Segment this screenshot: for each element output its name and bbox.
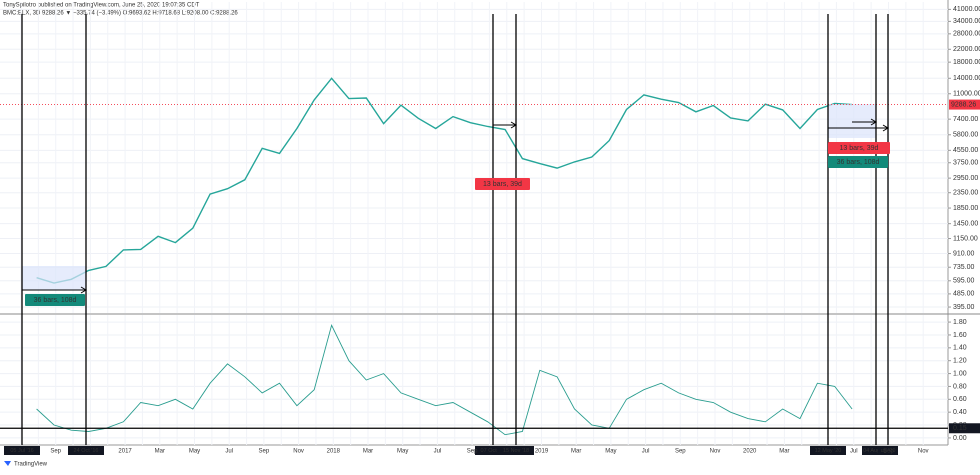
threshold-label: 0.15 <box>953 425 967 432</box>
marker-label-box <box>862 446 890 455</box>
y-tick-label: 0.80 <box>953 383 967 390</box>
x-tick-label: Jul <box>642 449 650 455</box>
y-tick-label: 2350.00 <box>953 190 978 197</box>
annotation-text: 36 bars, 108d <box>34 297 77 304</box>
brand: TradingView <box>14 462 48 468</box>
y-tick-label: 1.80 <box>953 319 967 326</box>
y-tick-label: 41000.00 <box>953 6 980 13</box>
y-tick-label: 28000.00 <box>953 31 980 38</box>
y-tick-label: 0.00 <box>953 435 967 442</box>
x-tick-label: 2019 <box>535 449 549 455</box>
threshold-box <box>949 423 980 434</box>
x-tick-label: Sep <box>467 449 478 455</box>
last-price-label: 9288.26 <box>951 101 976 108</box>
range-shade <box>828 104 876 138</box>
y-tick-label: 22000.00 <box>953 46 980 53</box>
x-tick-label: Mar <box>779 449 789 455</box>
x-tick-label: Nov <box>710 449 721 455</box>
y-tick-label: 1.20 <box>953 358 967 365</box>
marker-label-box <box>4 446 40 455</box>
x-tick-label: Mar <box>155 449 165 455</box>
annotation-box <box>25 294 85 306</box>
y-tick-label: 14000.00 <box>953 75 980 82</box>
y-tick-label: 395.00 <box>953 304 975 311</box>
y-tick-label: 595.00 <box>953 278 975 285</box>
marker-label: 05 Jul '16 <box>10 448 33 454</box>
x-tick-label: Jul <box>225 449 233 455</box>
y-tick-label: 0.60 <box>953 396 967 403</box>
x-tick-label: 2018 <box>327 449 341 455</box>
x-tick-label: Sep <box>675 449 686 455</box>
x-tick-label: Sep <box>883 449 894 455</box>
y-tick-label: 2950.00 <box>953 175 978 182</box>
y-tick-label: 1.60 <box>953 332 967 339</box>
marker-label: 15 Nov '18 <box>503 448 529 454</box>
x-tick-label: May <box>189 449 200 455</box>
marker-label: ug '20 <box>881 448 896 454</box>
y-tick-label: 1850.00 <box>953 205 978 212</box>
x-tick-label: May <box>397 449 408 455</box>
x-tick-label: 2017 <box>118 449 132 455</box>
annotation-box <box>475 178 530 190</box>
y-tick-label: 485.00 <box>953 291 975 298</box>
x-tick-label: Nov <box>918 449 929 455</box>
marker-label: 12 May '20 <box>815 448 842 454</box>
x-tick-label: Sep <box>50 449 61 455</box>
y-tick-label: 3750.00 <box>953 160 978 167</box>
author-line: TonySpilotro published on TradingView.co… <box>3 3 200 9</box>
y-tick-label: 18000.00 <box>953 59 980 66</box>
x-tick-label: May <box>605 449 616 455</box>
symbol-line: BMC:BLX, 3D 9288.26 ▼ −335.74 (−3.49%) O… <box>3 11 238 17</box>
x-tick-label: Jul <box>850 449 858 455</box>
last-price-box <box>949 99 980 110</box>
y-tick-label: 910.00 <box>953 250 975 257</box>
annotation-text: 36 bars, 108d <box>837 159 880 166</box>
annotation-text: 13 bars, 39d <box>840 145 879 152</box>
y-tick-label: 1450.00 <box>953 221 978 228</box>
range-shade <box>22 266 86 290</box>
marker-label-box <box>68 446 104 455</box>
y-tick-label: 11000.00 <box>953 91 980 98</box>
series-line <box>36 77 853 284</box>
y-tick-label: 7400.00 <box>953 116 978 123</box>
annotation-box <box>828 156 888 168</box>
y-tick-label: 4550.00 <box>953 147 978 154</box>
marker-label-box <box>810 446 846 455</box>
y-tick-label: 0.40 <box>953 409 967 416</box>
y-tick-label: 1.00 <box>953 370 967 377</box>
x-tick-label: 2020 <box>743 449 757 455</box>
x-tick-label: Mar <box>571 449 581 455</box>
marker-label-box <box>475 446 511 455</box>
series-line <box>36 324 853 436</box>
x-tick-label: Nov <box>293 449 304 455</box>
y-tick-label: 1150.00 <box>953 235 978 242</box>
marker-label: 24 Oct '16 <box>74 448 99 454</box>
brand-logo <box>4 461 11 466</box>
marker-label-box <box>878 446 898 455</box>
annotation-box <box>828 142 890 154</box>
marker-label-box <box>498 446 534 455</box>
annotation-text: 13 bars, 39d <box>483 181 522 188</box>
y-tick-label: 1.40 <box>953 345 967 352</box>
x-tick-label: Jul <box>434 449 442 455</box>
x-tick-label: Sep <box>259 449 270 455</box>
x-tick-label: Mar <box>363 449 373 455</box>
marker-label: 04 Aug '20 <box>863 448 889 454</box>
y-tick-label: 5800.00 <box>953 132 978 139</box>
marker-label: 07 Oct '18 <box>481 448 506 454</box>
y-tick-label: 34000.00 <box>953 18 980 25</box>
y-tick-label: 735.00 <box>953 264 975 271</box>
